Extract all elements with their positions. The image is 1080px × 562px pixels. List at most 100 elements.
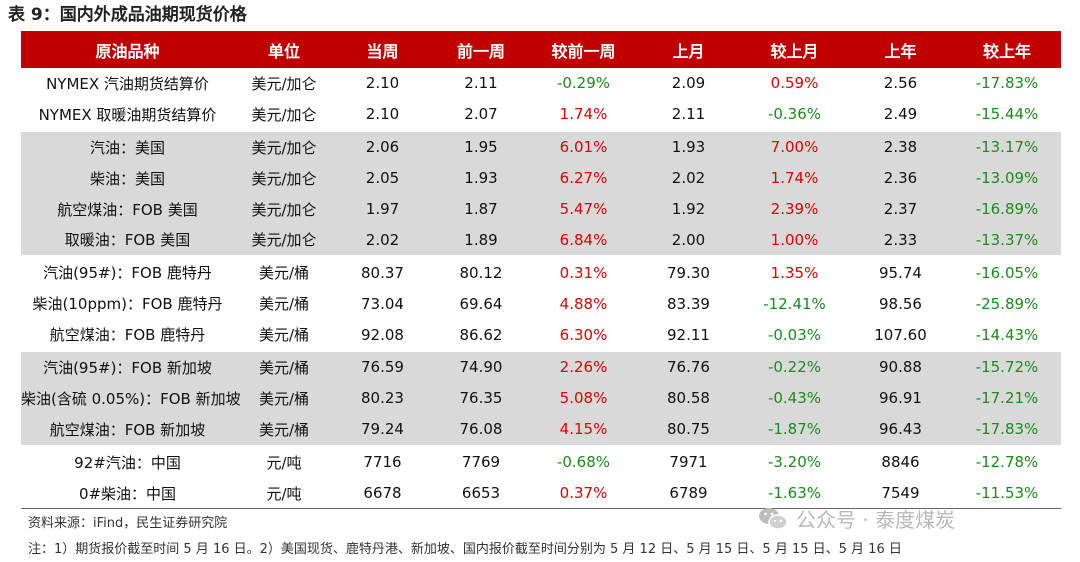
value-cell: 96.91	[848, 382, 953, 414]
value-cell: 74.90	[431, 350, 531, 383]
change-cell: -15.44%	[975, 105, 1039, 124]
col-header-mom: 较上月	[741, 31, 848, 68]
table-row: 柴油：美国 美元/加仑 2.05 1.93 6.27% 2.02 1.74% 2.36 -13.…	[21, 162, 1061, 194]
variety-cell: 航空煤油：FOB 新加坡	[21, 413, 234, 446]
value-cell: 86.62	[459, 325, 503, 344]
table-row: 航空煤油：FOB 鹿特丹 美元/桶 92.08 86.62 6.30% 92.11 -0.0…	[21, 319, 1061, 351]
value-cell: 美元/加仑	[234, 224, 334, 257]
value-cell: 7769	[431, 444, 531, 478]
table-title: 表 9：国内外成品油期现货价格	[8, 5, 247, 25]
change-cell: -1.87%	[741, 413, 848, 446]
table-row: 航空煤油：FOB 新加坡 美元/桶 79.24 76.08 4.15% 80.75 -1.8…	[21, 413, 1061, 446]
value-cell: 6653	[431, 477, 531, 510]
change-cell: -16.89%	[953, 193, 1061, 225]
value-cell: 6789	[636, 477, 741, 510]
value-cell: 1.92	[636, 193, 741, 225]
change-cell: -12.78%	[953, 444, 1061, 478]
table-row: 汽油(95#)：FOB 新加坡 美元/桶 76.59 74.90 2.26% 76.76-…	[21, 350, 1061, 383]
change-cell: -0.43%	[741, 382, 848, 414]
value-cell: 2.36	[848, 162, 953, 194]
change-cell: 2.26%	[531, 350, 636, 383]
footnote: 注：1）期货报价截至时间 5 月 16 日。2）美国现货、鹿特丹港、新加坡、国内…	[28, 542, 902, 557]
table-row: 柴油(10ppm)：FOB 鹿特丹 美元/桶 73.04 69.64 4.88% 83.3…	[21, 288, 1061, 319]
change-cell: 5.47%	[531, 193, 636, 225]
value-cell: 美元/桶	[234, 413, 334, 446]
change-cell: 4.88%	[559, 294, 608, 313]
value-cell: 2.37	[848, 193, 953, 225]
value-cell: 80.58	[636, 382, 741, 414]
table-row: 92#汽油：中国 元/吨 7716 7769 -0.68% 7971 -3.20% 8846-…	[21, 444, 1061, 478]
value-cell: 美元/加仑	[234, 162, 334, 194]
variety-cell: 取暖油：FOB 美国	[21, 224, 234, 257]
value-cell: 2.07	[464, 105, 498, 124]
value-cell: 92.08	[361, 325, 404, 344]
table-row: 柴油(含硫 0.05%)：FOB 新加坡 美元/桶 80.23 76.35 5.08% 8…	[21, 382, 1061, 414]
variety-cell: 柴油(含硫 0.05%)：FOB 新加坡	[21, 382, 241, 414]
change-cell: 1.35%	[741, 255, 848, 289]
change-cell: -13.17%	[953, 129, 1061, 163]
table-row: 汽油(95#)：FOB 鹿特丹 美元/桶 80.37 80.12 0.31% 79.30 1…	[21, 255, 1061, 289]
change-cell: -0.29%	[556, 74, 611, 93]
value-cell: 美元/桶	[258, 295, 310, 314]
change-cell: -14.43%	[975, 325, 1039, 344]
change-cell: -1.63%	[741, 477, 848, 510]
price-table: 原油品种 单位 当周 前一周 较前一周 上月 较上月 上年 较上年 NYMEX …	[21, 31, 1061, 510]
value-cell: 76.35	[431, 382, 531, 414]
value-cell: 107.60	[874, 325, 927, 344]
value-cell: 美元/桶	[234, 382, 334, 414]
value-cell: 92.11	[667, 325, 710, 344]
table-row: 汽油：美国 美元/加仑 2.06 1.95 6.01% 1.93 7.00% 2.38 -13.…	[21, 129, 1061, 163]
value-cell: 元/吨	[234, 444, 334, 478]
value-cell: 80.23	[334, 382, 431, 414]
change-cell: 5.08%	[531, 382, 636, 414]
change-cell: 0.37%	[531, 477, 636, 510]
value-cell: 美元/加仑	[234, 193, 334, 225]
value-cell: 美元/加仑	[251, 105, 317, 124]
value-cell: 2.09	[671, 74, 706, 93]
variety-cell: 汽油(95#)：FOB 新加坡	[21, 350, 234, 383]
value-cell: 美元/加仑	[251, 74, 317, 93]
change-cell: 6.01%	[531, 129, 636, 163]
col-header-wow: 较前一周	[531, 31, 636, 68]
value-cell: 7971	[636, 444, 741, 478]
col-header-this-week: 当周	[334, 31, 431, 68]
change-cell: -0.22%	[741, 350, 848, 383]
table-row: 取暖油：FOB 美国 美元/加仑 2.02 1.89 6.84% 2.00 1.00% 2.3…	[21, 224, 1061, 257]
value-cell: 2.06	[334, 129, 431, 163]
value-cell: 7716	[334, 444, 431, 478]
value-cell: 2.11	[464, 74, 498, 93]
value-cell: 69.64	[459, 294, 503, 313]
watermark-text: 公众号 · 泰度煤炭	[796, 508, 956, 532]
value-cell: 1.87	[431, 193, 531, 225]
value-cell: 76.59	[334, 350, 431, 383]
value-cell: 2.02	[334, 224, 431, 257]
col-header-variety: 原油品种	[21, 31, 234, 68]
col-header-last-year: 上年	[848, 31, 953, 68]
value-cell: 73.04	[361, 294, 404, 313]
value-cell: 79.24	[334, 413, 431, 446]
table-header-row: 原油品种 单位 当周 前一周 较前一周 上月 较上月 上年 较上年	[21, 31, 1061, 68]
table-row: 航空煤油：FOB 美国 美元/加仑 1.97 1.87 5.47% 1.92 2.39% 2.…	[21, 193, 1061, 225]
variety-cell: 0#柴油：中国	[21, 477, 234, 510]
value-cell: 90.88	[848, 350, 953, 383]
change-cell: -11.53%	[953, 477, 1061, 510]
value-cell: 7549	[848, 477, 953, 510]
change-cell: 1.00%	[741, 224, 848, 257]
value-cell: 80.12	[431, 255, 531, 289]
change-cell: 4.15%	[531, 413, 636, 446]
value-cell: 美元/桶	[258, 326, 310, 345]
variety-cell: 汽油：美国	[21, 129, 234, 163]
change-cell: 6.27%	[531, 162, 636, 194]
value-cell: 80.37	[334, 255, 431, 289]
value-cell: 2.11	[671, 105, 706, 124]
change-cell: -0.68%	[531, 444, 636, 478]
table-row: 0#柴油：中国 元/吨 6678 6653 0.37% 6789 -1.63% 7549 -11…	[21, 477, 1061, 510]
watermark: 公众号 · 泰度煤炭	[758, 504, 955, 533]
col-header-yoy: 较上年	[953, 31, 1061, 68]
value-cell: 2.10	[365, 74, 400, 93]
change-cell: -15.72%	[953, 350, 1061, 383]
table-row: NYMEX 汽油期货结算价 美元/加仑 2.10 2.11 -0.29% 2.09 0.59…	[21, 68, 1061, 99]
value-cell: 2.02	[636, 162, 741, 194]
value-cell: 2.10	[365, 105, 400, 124]
value-cell: 76.08	[431, 413, 531, 446]
